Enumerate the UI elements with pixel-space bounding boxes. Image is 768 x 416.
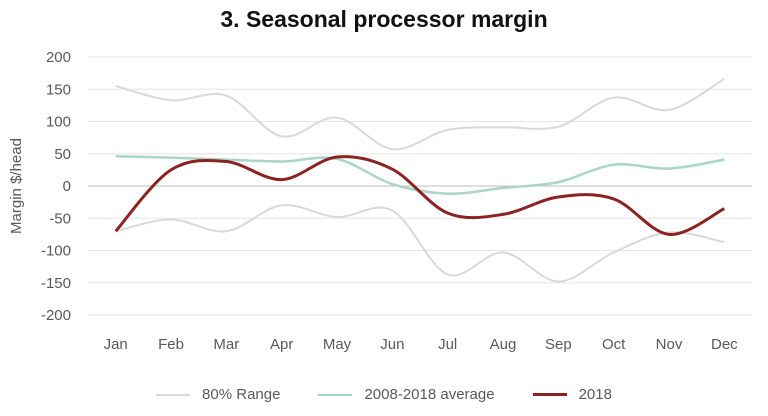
legend: 80% Range 2008-2018 average 2018 [0, 386, 768, 403]
legend-label-2018: 2018 [578, 386, 612, 403]
x-tick-label: Oct [602, 336, 626, 353]
chart-title: 3. Seasonal processor margin [220, 6, 548, 32]
x-tick-label: Aug [490, 336, 517, 353]
x-tick-label: Nov [656, 336, 683, 353]
y-tick-label: -150 [41, 275, 71, 292]
x-tick-label: May [323, 336, 352, 353]
legend-swatch-range [156, 393, 191, 396]
series-2018-line [114, 155, 726, 236]
x-tick-label: Sep [545, 336, 572, 353]
y-tick-label: 150 [46, 81, 71, 98]
y-tick-label: -100 [41, 243, 71, 260]
y-tick-label: -50 [49, 210, 71, 227]
x-tick-label: Apr [270, 336, 293, 353]
series-range-upper-line [115, 78, 725, 151]
series-range-lower-line [115, 204, 725, 283]
y-tick-label: 0 [63, 178, 71, 195]
x-tick-label: Jun [380, 336, 404, 353]
legend-swatch-2018 [532, 393, 567, 396]
y-tick-label: -200 [41, 307, 71, 324]
legend-item-average: 2008-2018 average [318, 386, 495, 403]
x-tick-label: Mar [213, 336, 239, 353]
y-tick-label: 200 [46, 49, 71, 66]
legend-label-range: 80% Range [202, 386, 281, 403]
x-tick-label: Jul [438, 336, 457, 353]
y-tick-label: 100 [46, 114, 71, 131]
legend-swatch-average [318, 393, 353, 396]
y-tick-label: 50 [54, 146, 71, 163]
legend-item-range: 80% Range [156, 386, 280, 403]
x-tick-label: Feb [158, 336, 184, 353]
x-tick-label: Dec [711, 336, 738, 353]
legend-label-average: 2008-2018 average [364, 386, 495, 403]
legend-item-2018: 2018 [532, 386, 612, 403]
y-axis-label: Margin $/head [8, 138, 25, 234]
x-tick-label: Jan [104, 336, 128, 353]
